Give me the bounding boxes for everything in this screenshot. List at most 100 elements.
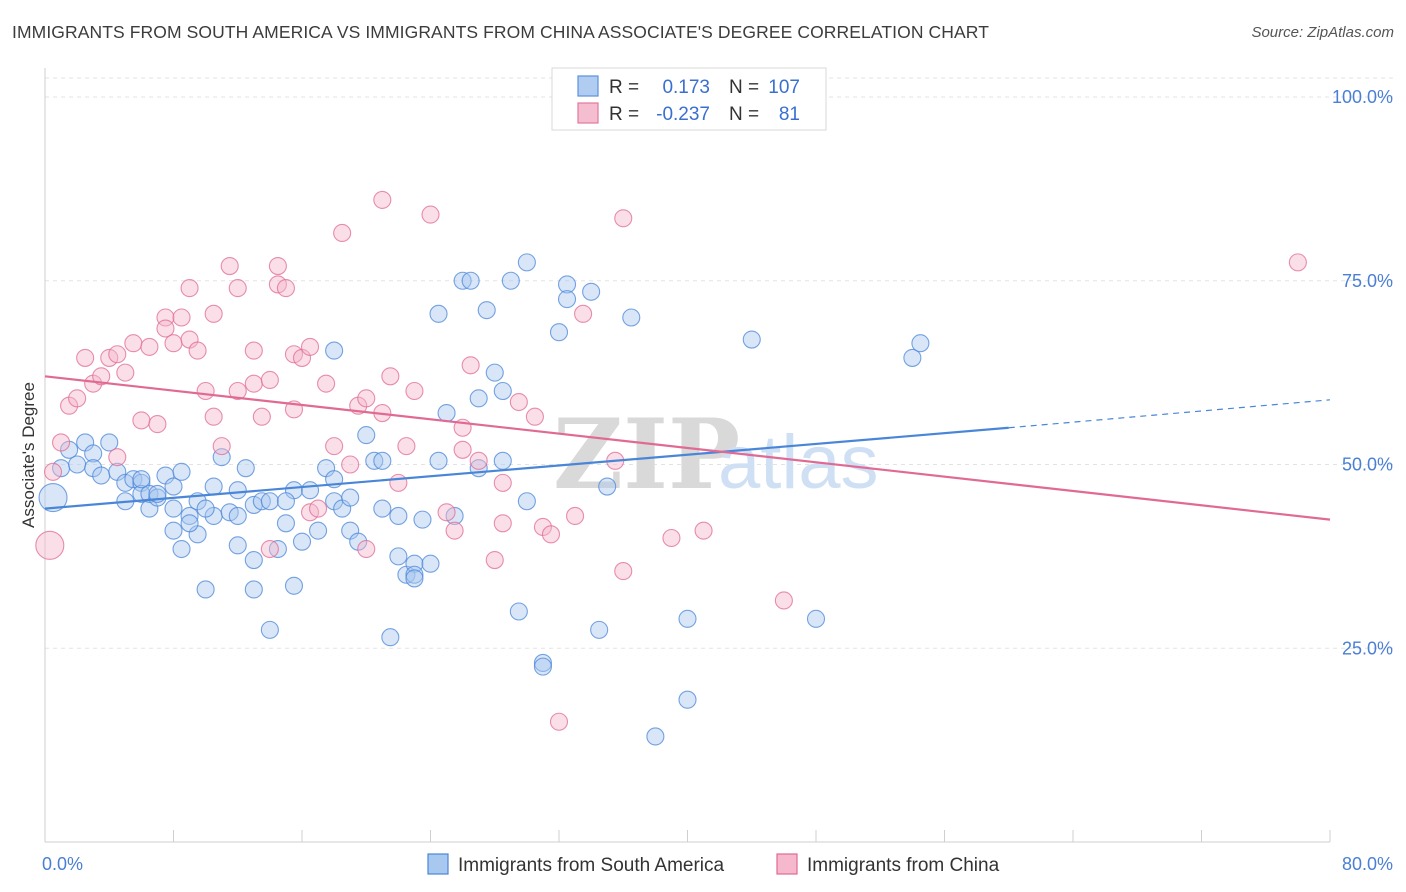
y-tick-label-3: 100.0% bbox=[1332, 87, 1393, 107]
point-south-america-76 bbox=[493, 381, 512, 401]
point-china-61 bbox=[453, 440, 472, 459]
point-china-75 bbox=[614, 209, 633, 228]
point-china-31 bbox=[244, 374, 263, 393]
point-china-5 bbox=[76, 348, 95, 367]
source-label: Source: ZipAtlas.com bbox=[1251, 24, 1394, 41]
point-south-america-60 bbox=[389, 547, 408, 566]
point-china-28 bbox=[228, 381, 247, 401]
legend-r-value-0: 0.173 bbox=[662, 77, 710, 98]
point-south-america-57 bbox=[373, 451, 392, 470]
point-china-25 bbox=[204, 304, 223, 323]
point-china-72 bbox=[566, 506, 585, 526]
point-china-62 bbox=[461, 356, 480, 375]
watermark-atlas: atlas bbox=[718, 420, 879, 505]
point-south-america-75 bbox=[493, 451, 512, 470]
point-south-america-74 bbox=[485, 363, 504, 382]
point-south-america-7 bbox=[92, 466, 111, 485]
point-south-america-47 bbox=[309, 521, 328, 540]
point-china-67 bbox=[509, 392, 528, 412]
point-china-24 bbox=[204, 407, 223, 426]
point-south-america-91 bbox=[678, 609, 697, 628]
point-south-america-44 bbox=[284, 576, 304, 595]
point-south-america-89 bbox=[646, 727, 665, 746]
point-south-america-20 bbox=[164, 477, 183, 496]
point-south-america-87 bbox=[598, 477, 617, 496]
point-south-america-78 bbox=[509, 602, 528, 621]
point-south-america-88 bbox=[622, 308, 641, 327]
point-south-america-52 bbox=[325, 341, 344, 360]
point-south-america-86 bbox=[590, 620, 609, 639]
point-china-7 bbox=[92, 367, 111, 386]
bottom-legend-label-pink: Immigrants from China bbox=[807, 855, 1000, 876]
legend-r-label-0: R = bbox=[609, 77, 639, 98]
point-south-america-27 bbox=[196, 580, 215, 599]
point-china-9 bbox=[108, 345, 127, 364]
point-china-64 bbox=[485, 550, 504, 570]
point-china-13 bbox=[132, 411, 151, 430]
point-china-54 bbox=[389, 473, 408, 492]
point-south-america-83 bbox=[557, 275, 577, 294]
correlation-legend: R = 0.173 N = 107 R = -0.237 N = 81 bbox=[551, 67, 827, 131]
watermark: ZIP atlas bbox=[553, 398, 879, 511]
point-south-america-103 bbox=[132, 470, 151, 489]
point-china-65 bbox=[493, 473, 512, 492]
point-south-america-94 bbox=[903, 348, 922, 367]
point-south-america-22 bbox=[172, 462, 191, 481]
y-ticks: 25.0% 50.0% 75.0% 100.0% bbox=[1332, 87, 1393, 658]
scatter-points bbox=[35, 190, 1307, 746]
point-china-19 bbox=[172, 308, 191, 327]
chart-title: IMMIGRANTS FROM SOUTH AMERICA VS IMMIGRA… bbox=[12, 22, 989, 42]
point-south-america-33 bbox=[228, 536, 247, 555]
bottom-legend-swatch-pink bbox=[776, 853, 798, 875]
point-south-america-85 bbox=[582, 282, 601, 301]
point-south-america-84 bbox=[557, 290, 577, 309]
point-china-33 bbox=[260, 370, 279, 390]
trend-line-china bbox=[44, 375, 1331, 521]
point-china-35 bbox=[268, 256, 287, 276]
point-south-america-0 bbox=[38, 483, 68, 513]
point-china-12 bbox=[124, 334, 143, 353]
point-south-america-102 bbox=[180, 514, 199, 533]
point-south-america-34 bbox=[236, 459, 255, 478]
point-south-america-95 bbox=[911, 334, 930, 353]
point-china-30 bbox=[244, 341, 263, 360]
point-china-57 bbox=[421, 205, 440, 224]
point-south-america-67 bbox=[429, 451, 448, 470]
point-south-america-98 bbox=[373, 499, 392, 518]
point-south-america-3 bbox=[68, 455, 87, 474]
point-south-america-77 bbox=[501, 271, 520, 290]
point-china-45 bbox=[325, 437, 344, 456]
legend-r-label-1: R = bbox=[609, 104, 639, 125]
point-south-america-72 bbox=[469, 389, 488, 408]
point-south-america-90 bbox=[678, 690, 697, 709]
point-china-2 bbox=[52, 433, 71, 452]
point-china-79 bbox=[774, 591, 793, 610]
point-south-america-104 bbox=[196, 499, 215, 518]
point-china-1 bbox=[43, 462, 63, 481]
point-south-america-21 bbox=[164, 521, 183, 540]
point-china-47 bbox=[341, 455, 360, 474]
point-china-29 bbox=[228, 279, 247, 298]
point-china-34 bbox=[260, 539, 279, 559]
point-south-america-58 bbox=[381, 628, 400, 647]
point-south-america-105 bbox=[228, 506, 247, 526]
point-south-america-82 bbox=[549, 323, 569, 342]
point-china-49 bbox=[357, 389, 376, 408]
point-china-59 bbox=[445, 521, 464, 540]
point-south-america-19 bbox=[164, 499, 183, 518]
point-south-america-39 bbox=[260, 492, 279, 511]
legend-r-value-1: -0.237 bbox=[656, 104, 710, 125]
bottom-legend-swatch-blue bbox=[427, 853, 449, 875]
legend-n-value-0: 107 bbox=[768, 77, 800, 98]
point-china-70 bbox=[541, 525, 561, 544]
point-china-0 bbox=[35, 530, 65, 560]
y-tick-label-1: 50.0% bbox=[1342, 455, 1393, 475]
point-china-68 bbox=[525, 407, 544, 426]
point-china-80 bbox=[1288, 253, 1307, 272]
point-china-27 bbox=[220, 256, 239, 276]
point-china-15 bbox=[148, 415, 167, 434]
watermark-zip: ZIP bbox=[553, 398, 740, 511]
point-china-43 bbox=[309, 499, 328, 518]
point-south-america-66 bbox=[429, 304, 448, 323]
point-china-10 bbox=[108, 448, 127, 467]
